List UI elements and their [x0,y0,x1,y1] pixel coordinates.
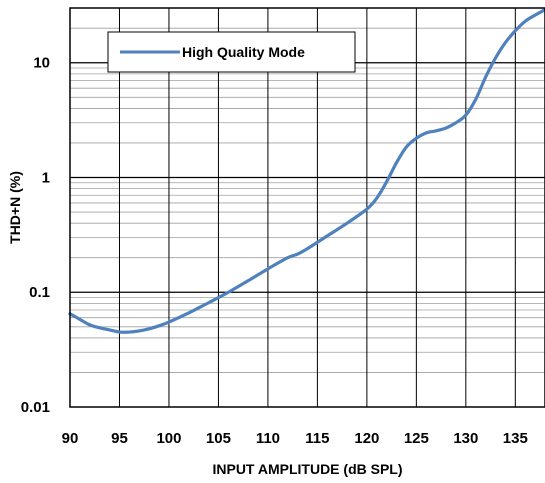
series-layer [68,8,545,334]
x-tick-label: 130 [453,430,478,447]
y-axis-title: THD+N (%) [7,171,23,244]
x-tick-label: 125 [404,430,429,447]
y-tick-label: 0.1 [29,284,50,301]
major-gridlines [70,8,545,407]
x-tick-label: 120 [354,430,379,447]
legend: High Quality Mode [107,31,356,73]
x-tick-label: 110 [256,430,280,447]
legend-label: High Quality Mode [182,44,305,60]
y-tick-labels: 0.01 0.1 1 10 [21,55,50,416]
x-axis-title: INPUT AMPLITUDE (dB SPL) [212,461,402,477]
x-tick-label: 95 [111,430,128,447]
y-tick-label: 1 [42,169,50,186]
x-tick-label: 90 [62,430,79,447]
plot-frame [69,7,545,408]
x-tick-label: 115 [305,430,329,447]
series-line [68,8,545,334]
y-tick-label: 0.01 [21,399,50,416]
x-tick-label: 135 [503,430,528,447]
y-tick-label: 10 [33,55,50,72]
x-tick-labels: 90 95 100 105 110 115 120 125 130 135 [62,430,528,447]
x-tick-label: 100 [156,430,181,447]
x-tick-label: 105 [206,430,231,447]
